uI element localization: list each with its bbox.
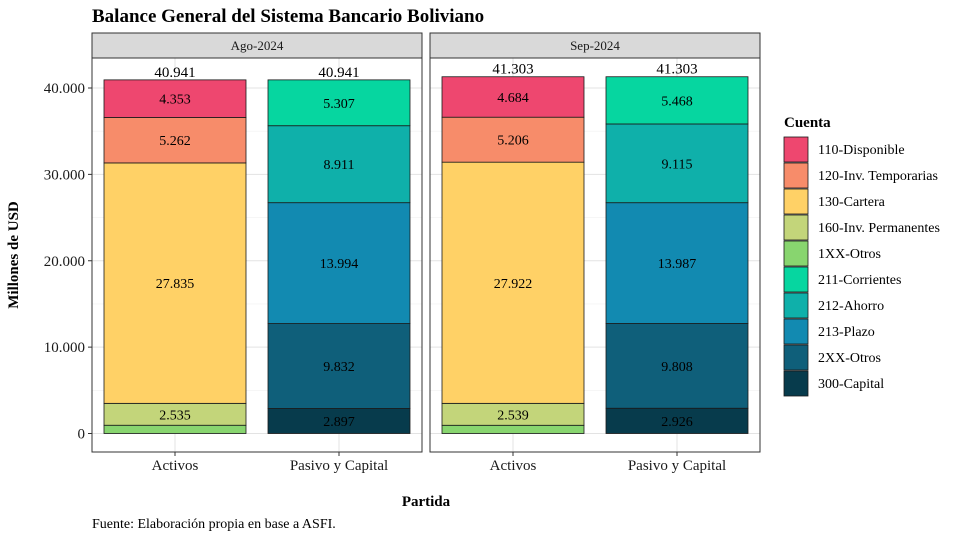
segment-value-label: 27.922 xyxy=(494,277,533,292)
legend-item-label: 130-Cartera xyxy=(818,195,886,210)
segment-value-label: 2.539 xyxy=(497,408,529,423)
facet-strip-label: Sep-2024 xyxy=(570,38,620,53)
chart-title: Balance General del Sistema Bancario Bol… xyxy=(92,6,484,27)
segment-value-label: 27.835 xyxy=(156,277,195,292)
facet-strip-label: Ago-2024 xyxy=(231,38,284,53)
legend-key xyxy=(783,188,809,215)
legend-key xyxy=(783,318,809,345)
bar-total-label: 40.941 xyxy=(154,65,195,81)
y-tick-label: 20.000 xyxy=(44,254,85,270)
legend-item-label: 110-Disponible xyxy=(818,143,905,158)
bar-segment xyxy=(267,408,411,434)
segment-value-label: 9.808 xyxy=(661,360,693,375)
bar-segment xyxy=(441,76,585,118)
segment-value-label: 5.307 xyxy=(323,97,355,112)
chart-caption: Fuente: Elaboración propia en base a ASF… xyxy=(92,517,336,532)
bar-segment xyxy=(267,202,411,324)
bar-total-label: 41.303 xyxy=(492,62,533,78)
legend-key xyxy=(783,214,809,241)
panel-border xyxy=(429,57,761,453)
bar-segment xyxy=(267,125,411,204)
segment-value-label: 13.987 xyxy=(658,257,697,272)
bar-segment xyxy=(441,116,585,163)
segment-value-label: 4.353 xyxy=(159,93,191,108)
legend-key xyxy=(783,292,809,319)
legend-key xyxy=(783,344,809,371)
legend-key xyxy=(783,240,809,267)
segment-value-label: 5.262 xyxy=(159,134,191,149)
bar-segment xyxy=(605,76,749,125)
segment-value-label: 4.684 xyxy=(497,91,529,106)
segment-value-label: 13.994 xyxy=(320,257,359,272)
bar-segment xyxy=(267,323,411,409)
y-tick-label: 0 xyxy=(78,427,86,443)
segment-value-label: 9.832 xyxy=(323,360,355,375)
bar-segment xyxy=(605,407,749,434)
bar-total-label: 41.303 xyxy=(656,62,697,78)
y-tick-label: 40.000 xyxy=(44,81,85,97)
x-tick-label: Pasivo y Capital xyxy=(628,458,726,474)
bar-segment xyxy=(103,162,247,404)
legend-title: Cuenta xyxy=(784,115,831,131)
bar-segment xyxy=(605,123,749,204)
segment-value-label: 5.206 xyxy=(497,134,529,149)
bar-total-label: 40.941 xyxy=(318,65,359,81)
facet-strip xyxy=(429,32,761,59)
y-tick-label: 10.000 xyxy=(44,340,85,356)
segment-value-label: 9.115 xyxy=(662,157,693,172)
legend-key xyxy=(783,370,809,397)
panel-border xyxy=(91,57,423,453)
bar-segment xyxy=(605,323,749,409)
segment-value-label: 2.926 xyxy=(661,415,693,430)
legend-item-label: 2XX-Otros xyxy=(818,351,881,366)
y-tick-label: 30.000 xyxy=(44,167,85,183)
bar-segment xyxy=(103,424,247,434)
x-tick-label: Activos xyxy=(490,458,537,474)
bar-segment xyxy=(605,202,749,324)
bar-segment xyxy=(103,79,247,118)
legend-item-label: 213-Plazo xyxy=(818,325,875,340)
segment-value-label: 8.911 xyxy=(324,158,355,173)
legend-key xyxy=(783,266,809,293)
legend-item-label: 211-Corrientes xyxy=(818,273,901,288)
legend-item-label: 120-Inv. Temporarias xyxy=(818,169,938,184)
legend-item-label: 300-Capital xyxy=(818,377,884,392)
y-axis-title: Millones de USD xyxy=(6,201,22,309)
bar-segment xyxy=(441,424,585,434)
legend-key xyxy=(783,162,809,189)
segment-value-label: 2.897 xyxy=(323,415,355,430)
segment-value-label: 2.535 xyxy=(159,408,191,423)
bar-segment xyxy=(267,79,411,127)
legend-item-label: 212-Ahorro xyxy=(818,299,884,314)
bar-segment xyxy=(103,117,247,164)
x-axis-title: Partida xyxy=(402,494,451,510)
x-tick-label: Activos xyxy=(152,458,199,474)
legend-key xyxy=(783,136,809,163)
legend-item-label: 1XX-Otros xyxy=(818,247,881,262)
bar-segment xyxy=(441,161,585,404)
legend-item-label: 160-Inv. Permanentes xyxy=(818,221,940,236)
segment-value-label: 5.468 xyxy=(661,94,693,109)
facet-strip xyxy=(91,32,423,59)
x-tick-label: Pasivo y Capital xyxy=(290,458,388,474)
